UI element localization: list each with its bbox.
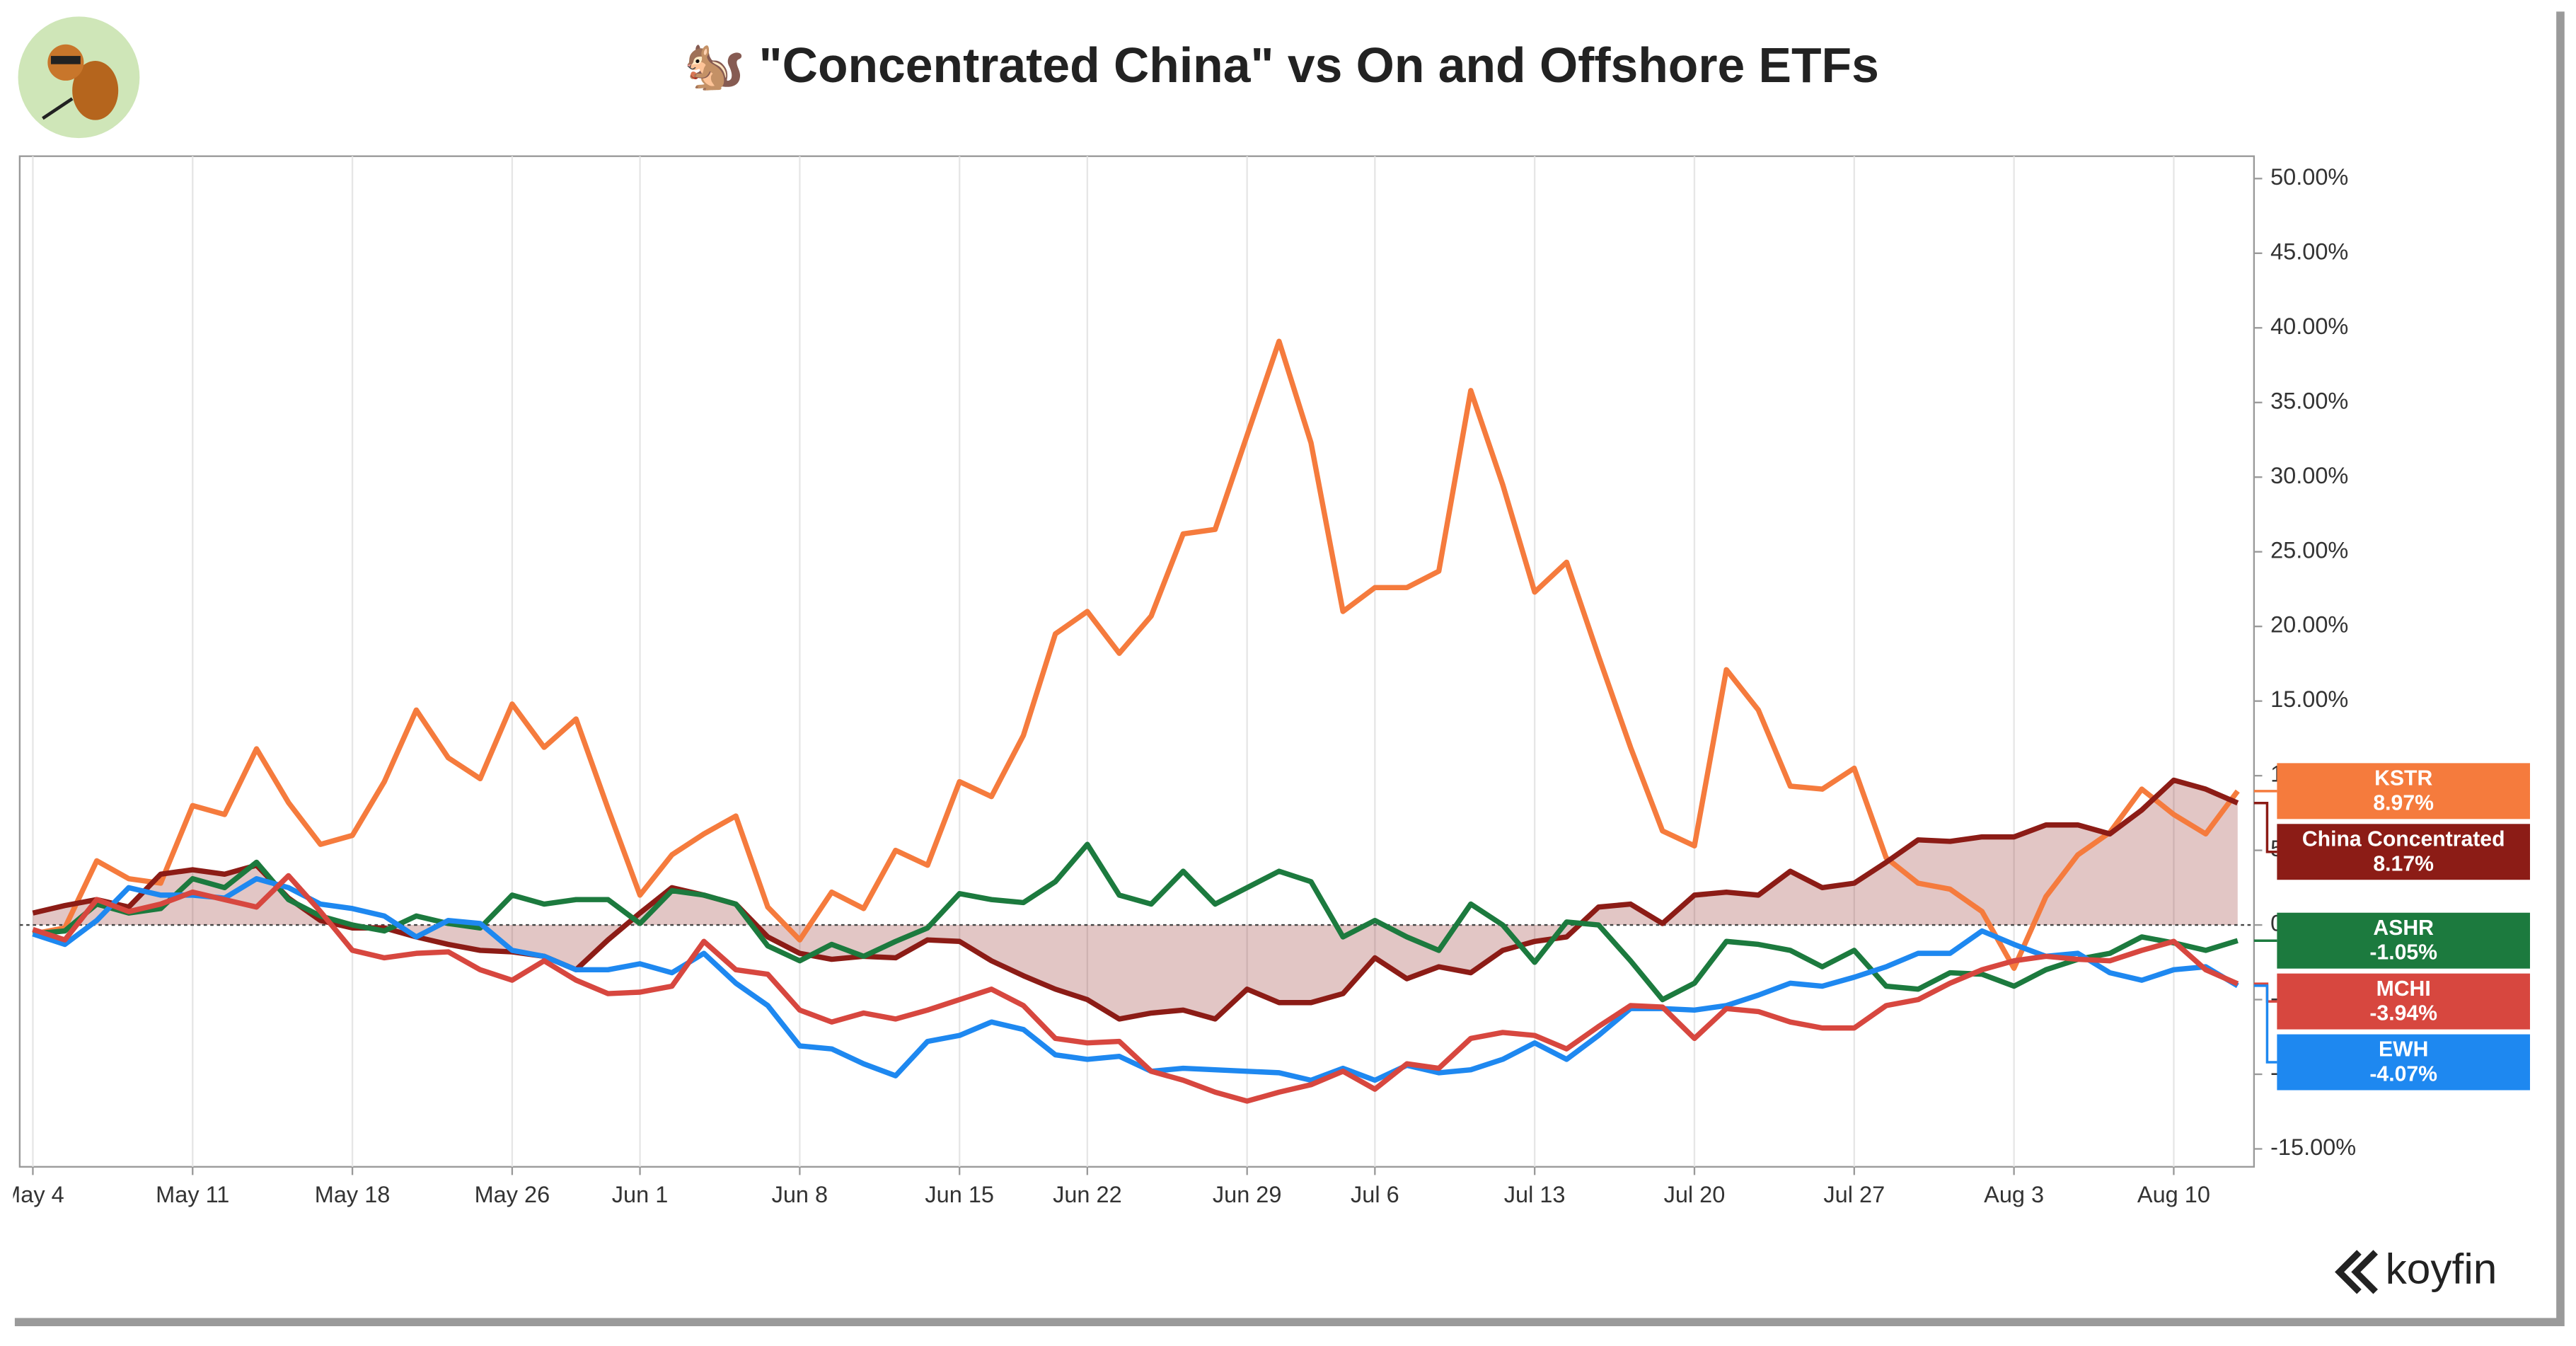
y-tick-label: 45.00% bbox=[2270, 238, 2348, 264]
x-tick-label: Aug 3 bbox=[1984, 1182, 2044, 1207]
y-tick-label: 40.00% bbox=[2270, 314, 2348, 339]
end-label-name: ASHR bbox=[2373, 916, 2434, 940]
y-tick-label: 25.00% bbox=[2270, 537, 2348, 563]
end-label-value: -4.07% bbox=[2369, 1063, 2437, 1086]
x-tick-label: Jul 6 bbox=[1351, 1182, 1399, 1207]
end-label-box bbox=[2277, 1034, 2530, 1091]
x-tick-label: May 18 bbox=[315, 1182, 391, 1207]
chart-title: 🐿️ "Concentrated China" vs On and Offsho… bbox=[684, 38, 1879, 93]
end-label-name: EWH bbox=[2379, 1038, 2428, 1062]
brand-name: koyfin bbox=[2386, 1244, 2497, 1292]
end-label-box bbox=[2277, 912, 2530, 969]
x-tick-label: Jun 1 bbox=[612, 1182, 669, 1207]
x-tick-label: Jun 22 bbox=[1053, 1182, 1122, 1207]
x-tick-label: Jul 20 bbox=[1664, 1182, 1726, 1207]
plot-border bbox=[18, 155, 2256, 1168]
x-tick-label: Aug 10 bbox=[2137, 1182, 2210, 1207]
end-label-name: MCHI bbox=[2376, 977, 2431, 1001]
x-tick-label: May 4 bbox=[1, 1182, 64, 1207]
x-tick-label: May 11 bbox=[156, 1182, 229, 1207]
end-label-box bbox=[2277, 973, 2530, 1030]
x-tick-label: Jun 8 bbox=[772, 1182, 828, 1207]
series-line bbox=[32, 338, 2240, 971]
logo bbox=[18, 16, 140, 139]
series-line bbox=[32, 875, 2239, 1083]
label-connector bbox=[2253, 984, 2277, 1064]
x-tick-label: May 26 bbox=[475, 1182, 550, 1207]
x-tick-label: Jul 13 bbox=[1504, 1182, 1566, 1207]
frame bbox=[6, 3, 2557, 1318]
series-line bbox=[32, 873, 2239, 1104]
series-line bbox=[32, 777, 2239, 1022]
end-label-name: KSTR bbox=[2374, 767, 2432, 790]
plot-area bbox=[19, 338, 2254, 1104]
y-tick-label: 35.00% bbox=[2270, 388, 2348, 413]
end-label-name: China Concentrated bbox=[2302, 827, 2505, 851]
end-label-box bbox=[2277, 763, 2530, 819]
x-tick-label: Jul 27 bbox=[1823, 1182, 1885, 1207]
end-label-box bbox=[2277, 824, 2530, 880]
branding: koyfin bbox=[2335, 1244, 2497, 1294]
end-label-value: 8.97% bbox=[2373, 791, 2434, 815]
end-label-value: 8.17% bbox=[2373, 852, 2434, 875]
label-connector bbox=[2253, 801, 2277, 853]
end-label-value: -1.05% bbox=[2369, 941, 2437, 965]
end-label-value: -3.94% bbox=[2369, 1002, 2437, 1025]
x-axis: May 4 May 11 May 18 May 26 Jun 1 Jun 8 Jun 15 J… bbox=[1, 1182, 2210, 1207]
x-tick-label: Jun 15 bbox=[925, 1182, 994, 1207]
y-tick-label: 20.00% bbox=[2270, 612, 2348, 638]
y-tick-label: 30.00% bbox=[2270, 463, 2348, 488]
x-tick-label: Jun 29 bbox=[1213, 1182, 1282, 1207]
y-tick-label: 15.00% bbox=[2270, 686, 2348, 712]
y-tick-label: -15.00% bbox=[2270, 1134, 2356, 1160]
y-tick-label: 50.00% bbox=[2270, 164, 2348, 190]
